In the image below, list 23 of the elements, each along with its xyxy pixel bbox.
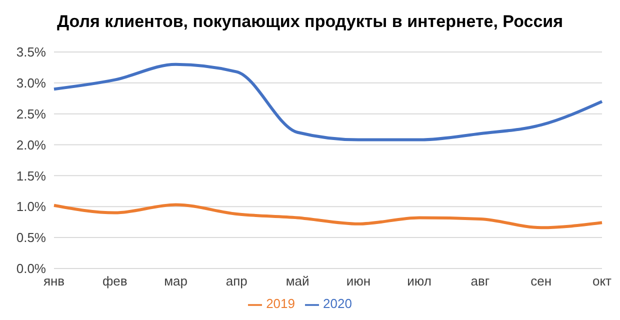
x-tick-label: окт — [592, 274, 612, 289]
y-tick-label: 0.0% — [16, 261, 46, 276]
y-tick-label: 1.0% — [16, 199, 46, 214]
x-tick-label: сен — [530, 274, 552, 289]
x-tick-label: авг — [470, 274, 490, 289]
x-tick-label: май — [286, 274, 310, 289]
x-tick-label: фев — [102, 274, 128, 289]
x-tick-label: мар — [164, 274, 188, 289]
y-tick-label: 2.5% — [16, 106, 46, 122]
y-tick-label: 1.5% — [16, 168, 46, 184]
x-tick-label: июл — [407, 274, 432, 289]
x-tick-label: янв — [43, 274, 65, 289]
y-tick-label: 3.0% — [16, 76, 46, 91]
y-tick-label: 0.5% — [16, 230, 46, 246]
line-series — [52, 62, 604, 142]
y-tick-label: 2.0% — [16, 137, 46, 152]
x-tick-label: июн — [346, 274, 371, 289]
legend-label: 2020 — [323, 296, 352, 312]
line-series — [52, 203, 604, 230]
chart-title: Доля клиентов, покупающих продукты в интернете, Россия — [56, 11, 564, 33]
legend-label: 2019 — [266, 296, 295, 312]
x-tick-label: апр — [226, 274, 248, 289]
y-tick-label: 3.5% — [16, 44, 46, 60]
